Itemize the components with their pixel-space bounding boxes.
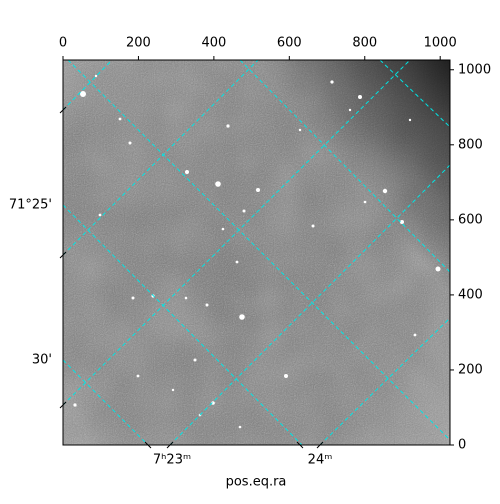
x-tick-label: 1000 (424, 36, 457, 51)
ra-tick-label: 24ᵐ (308, 453, 333, 468)
x-tick-label: 800 (352, 36, 377, 51)
wcs-ticks (59, 106, 324, 449)
ra-tick-label: 7ʰ23ᵐ (153, 453, 191, 468)
x-tick-label: 200 (126, 36, 151, 51)
y-tick-label: 800 (458, 137, 483, 152)
y-tick-label: 400 (458, 287, 483, 302)
sky-image (63, 60, 450, 445)
x-tick-label: 400 (201, 36, 226, 51)
y-tick-label: 600 (458, 212, 483, 227)
y-tick-label: 0 (458, 438, 466, 453)
dec-tick-label: 71°25' (9, 198, 52, 213)
x-tick-label: 0 (59, 36, 67, 51)
coordinate-grid (63, 60, 450, 445)
frame (62, 59, 451, 446)
x-tick-label: 600 (277, 36, 302, 51)
x-axis-label: pos.eq.ra (226, 475, 287, 490)
y-tick-label: 200 (458, 362, 483, 377)
y-tick-label: 1000 (458, 62, 491, 77)
dec-tick-label: 30' (32, 353, 52, 368)
